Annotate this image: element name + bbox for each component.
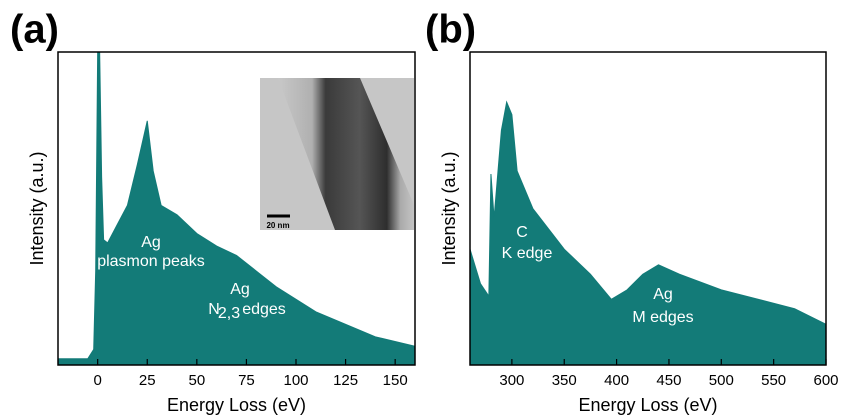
x-tick-label: 150 [383,372,408,389]
inset: 20 nm [260,78,414,230]
panel-label: (a) [10,8,59,52]
annotation: 2,3 [218,305,240,322]
annotation: edges [242,301,286,318]
y-axis-title: Intensity (a.u.) [439,151,459,265]
annotation: M edges [632,309,693,326]
x-tick-label: 100 [283,372,308,389]
x-tick-label: 25 [139,372,156,389]
axes-frame [469,51,827,366]
x-tick-label: 400 [604,372,629,389]
x-tick-label: 0 [93,372,101,389]
annotation: plasmon peaks [97,253,205,270]
x-axis-title: Energy Loss (eV) [167,395,306,415]
x-tick-label: 300 [499,372,524,389]
area [58,52,415,365]
panel-label: (b) [425,8,476,52]
annotation: K edge [502,245,553,262]
annotation: Ag [230,281,250,298]
x-tick-label: 450 [656,372,681,389]
x-tick-label: 600 [813,372,838,389]
annotation: N [208,301,220,318]
scale-label: 20 nm [266,221,289,230]
annotation: Ag [653,286,673,303]
y-axis-title: Intensity (a.u.) [27,151,47,265]
axes-frame [57,51,416,366]
plot-area [58,52,415,365]
x-tick-label: 550 [761,372,786,389]
x-tick-label: 350 [552,372,577,389]
x-tick-label: 50 [188,372,205,389]
annotation: Ag [141,234,161,251]
x-axis-title: Energy Loss (eV) [578,395,717,415]
x-tick-label: 125 [333,372,358,389]
inset-rod [278,78,414,230]
area [470,100,826,365]
x-tick-label: 75 [238,372,255,389]
annotation: C [516,224,528,241]
plot-area [470,100,826,365]
x-tick-label: 500 [709,372,734,389]
